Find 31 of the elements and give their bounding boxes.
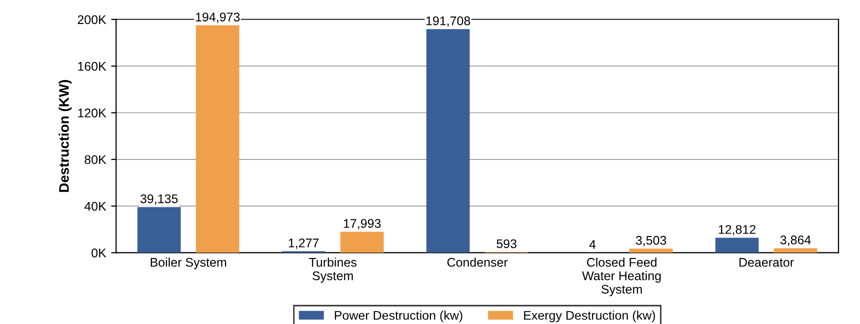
data-label: 593 [496, 239, 516, 248]
data-label: 39,135 [140, 194, 178, 205]
legend-label: Exergy Destruction (kw) [524, 310, 655, 322]
x-tick-label: Deaerator [739, 258, 794, 267]
y-axis-title: Destruction (KW) [58, 80, 72, 192]
data-label: 4 [589, 240, 596, 249]
data-label: 191,708 [426, 16, 470, 27]
bar [426, 29, 470, 253]
legend-label: Power Destruction (kw) [334, 310, 462, 322]
data-label: 17,993 [344, 219, 381, 230]
bar [774, 248, 818, 253]
bar [196, 25, 240, 253]
data-label: 12,812 [718, 225, 756, 236]
bar [629, 248, 673, 253]
x-tick-label: Condenser [447, 258, 508, 267]
y-tick-label: 200K [78, 15, 106, 24]
data-label: 3,864 [780, 236, 811, 246]
y-tick-label: 80K [84, 155, 106, 164]
data-label: 1,277 [288, 238, 319, 249]
y-tick-label: 40K [84, 202, 106, 211]
bar [340, 232, 384, 253]
y-tick-label: 0K [92, 248, 106, 258]
data-label: 3,503 [636, 236, 666, 246]
data-label: 194,973 [196, 12, 240, 23]
bar [137, 207, 181, 253]
x-tick-label: Closed Feed Water Heating System [582, 258, 661, 296]
bar [715, 238, 759, 253]
x-tick-label: Boiler System [150, 258, 226, 270]
x-tick-label: Turbines System [309, 258, 356, 283]
y-tick-label: 160K [78, 62, 106, 71]
y-tick-label: 120K [78, 108, 106, 118]
